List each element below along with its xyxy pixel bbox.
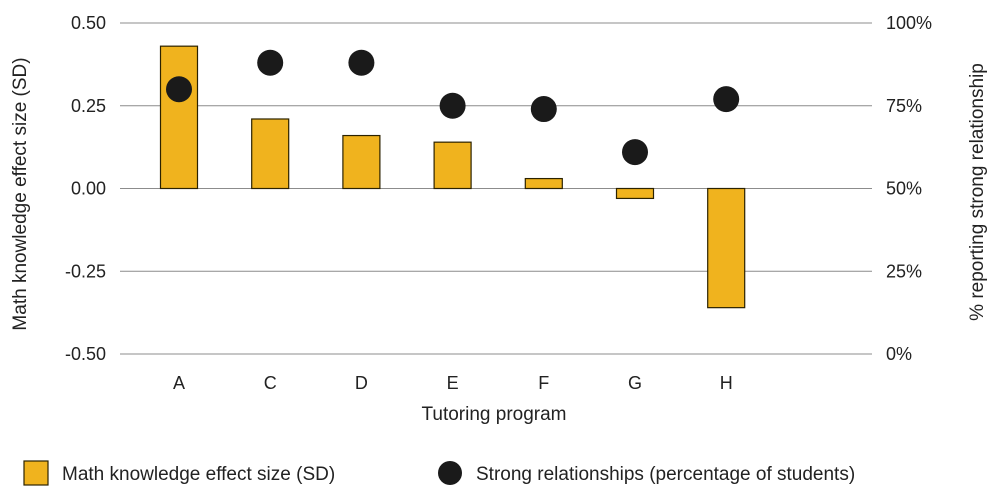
bar-D: [342, 134, 381, 190]
category-label: F: [538, 373, 549, 393]
y-tick-label: -0.25: [65, 261, 106, 281]
gridlines: [120, 22, 872, 355]
category-label: E: [447, 373, 459, 393]
x-axis-title: Tutoring program: [421, 404, 566, 425]
y2-tick-label: 50%: [886, 179, 922, 199]
category-label: C: [264, 373, 277, 393]
bar-C: [251, 118, 290, 190]
bar-F: [524, 177, 563, 190]
category-label: D: [355, 373, 368, 393]
bar-E: [433, 141, 472, 190]
y-tick-label: 0.25: [71, 96, 106, 116]
category-label: H: [720, 373, 733, 393]
dot-A: [166, 76, 192, 103]
y-tick-label: 0.50: [71, 13, 106, 33]
y2-axis-title: % reporting strong relationship: [967, 63, 988, 321]
y2-tick-label: 0%: [886, 344, 912, 364]
category-label: A: [173, 373, 185, 393]
legend-bar-swatch: [23, 460, 49, 486]
dot-E: [439, 92, 466, 119]
legend-label-strong-relationships: Strong relationships (percentage of stud…: [476, 464, 855, 485]
bar-G: [615, 187, 655, 200]
y-tick-label: -0.50: [65, 344, 106, 364]
dot-F: [530, 96, 557, 123]
legend-dot-swatch: [438, 461, 462, 485]
dot-C: [257, 49, 284, 76]
bar-H: [707, 187, 746, 309]
legend-label-effect-size: Math knowledge effect size (SD): [62, 464, 335, 485]
strong-relationship-dots: [166, 49, 740, 166]
effect-size-bars: [159, 45, 746, 309]
axis-tick-labels: 0.50 0.25 0.00 -0.25 -0.50 100% 75% 50% 25% 0%: [65, 13, 932, 364]
bar-A: [159, 45, 199, 190]
legend: Math knowledge effect size (SD) Strong r…: [23, 460, 855, 486]
y-axis-title: Math knowledge effect size (SD): [10, 57, 31, 330]
dot-H: [713, 86, 740, 113]
y-tick-label: 0.00: [71, 179, 106, 199]
y2-tick-label: 75%: [886, 96, 922, 116]
category-label: G: [628, 373, 642, 393]
dot-D: [348, 49, 375, 76]
dot-G: [622, 139, 648, 166]
y2-tick-label: 25%: [886, 261, 922, 281]
y2-tick-label: 100%: [886, 13, 932, 33]
